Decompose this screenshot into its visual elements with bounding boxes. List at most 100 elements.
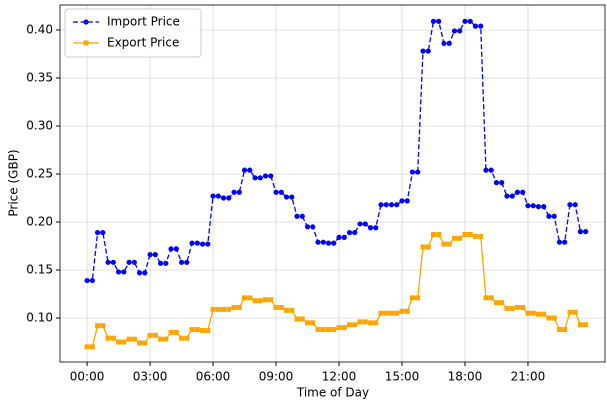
marker [142, 340, 148, 346]
marker [268, 173, 274, 179]
marker [567, 309, 573, 315]
marker [378, 202, 384, 208]
marker [404, 198, 410, 204]
marker [262, 173, 269, 179]
marker [541, 311, 547, 317]
legend-label: Import Price [107, 15, 180, 29]
marker [84, 277, 90, 284]
marker [436, 18, 442, 24]
marker [152, 252, 158, 258]
marker [168, 329, 174, 335]
marker [441, 241, 447, 247]
marker [325, 240, 332, 246]
x-tick-label: 06:00 [196, 370, 231, 384]
marker [436, 231, 442, 237]
marker [509, 193, 515, 199]
marker [404, 308, 410, 314]
marker [525, 203, 531, 209]
marker [189, 327, 195, 333]
marker [126, 259, 132, 265]
marker [399, 308, 405, 314]
marker [126, 336, 132, 342]
marker [504, 305, 510, 311]
marker [315, 239, 321, 245]
marker [84, 344, 90, 350]
marker [278, 189, 284, 195]
y-tick-label: 0.10 [26, 311, 53, 325]
marker [241, 167, 248, 173]
x-tick-label: 18:00 [448, 370, 483, 384]
marker [179, 335, 185, 341]
marker [194, 240, 200, 246]
marker [420, 48, 426, 54]
y-tick-label: 0.30 [26, 118, 53, 132]
marker [583, 322, 589, 328]
marker [257, 298, 263, 304]
marker [95, 323, 101, 329]
marker [520, 304, 526, 310]
marker [247, 295, 253, 301]
marker [105, 335, 111, 341]
marker [310, 320, 316, 326]
marker [173, 329, 179, 335]
marker [331, 240, 337, 246]
marker [572, 309, 578, 315]
marker [383, 310, 389, 316]
marker [142, 270, 148, 276]
marker [110, 259, 116, 265]
marker [357, 319, 363, 325]
marker [478, 23, 484, 29]
marker [451, 28, 458, 34]
marker [362, 221, 368, 227]
marker [89, 344, 95, 350]
marker [535, 311, 541, 317]
marker [415, 169, 421, 175]
marker [546, 315, 552, 321]
marker [562, 239, 568, 245]
marker [367, 225, 374, 231]
y-tick-label: 0.15 [26, 263, 53, 277]
marker [205, 328, 211, 334]
marker [509, 305, 515, 311]
marker [378, 310, 384, 316]
marker [100, 229, 106, 236]
marker [263, 297, 269, 303]
marker [157, 260, 164, 266]
marker [247, 167, 253, 173]
marker [220, 195, 227, 201]
marker [284, 307, 290, 313]
marker [567, 202, 573, 208]
marker [483, 167, 489, 173]
marker [205, 241, 211, 247]
marker [215, 306, 221, 312]
marker [236, 304, 242, 310]
marker [441, 40, 447, 47]
marker [394, 310, 400, 316]
marker [299, 213, 305, 219]
marker [236, 189, 242, 195]
marker [152, 332, 158, 338]
marker [131, 259, 137, 265]
marker [336, 234, 342, 240]
plot-frame [59, 4, 606, 363]
marker [199, 241, 206, 247]
marker [147, 252, 153, 258]
marker [273, 304, 279, 310]
marker [546, 213, 552, 219]
x-axis-label: Time of Day [296, 386, 369, 400]
marker [173, 246, 179, 252]
marker [257, 175, 263, 181]
marker [147, 332, 153, 338]
marker [504, 193, 510, 199]
marker [320, 327, 326, 333]
marker [373, 320, 379, 326]
marker [231, 189, 237, 195]
marker [210, 193, 216, 199]
y-tick-label: 0.25 [26, 166, 53, 180]
marker [451, 235, 457, 241]
marker [163, 336, 169, 342]
marker [462, 231, 468, 237]
marker [341, 325, 347, 331]
marker [488, 295, 494, 301]
marker [184, 259, 190, 265]
